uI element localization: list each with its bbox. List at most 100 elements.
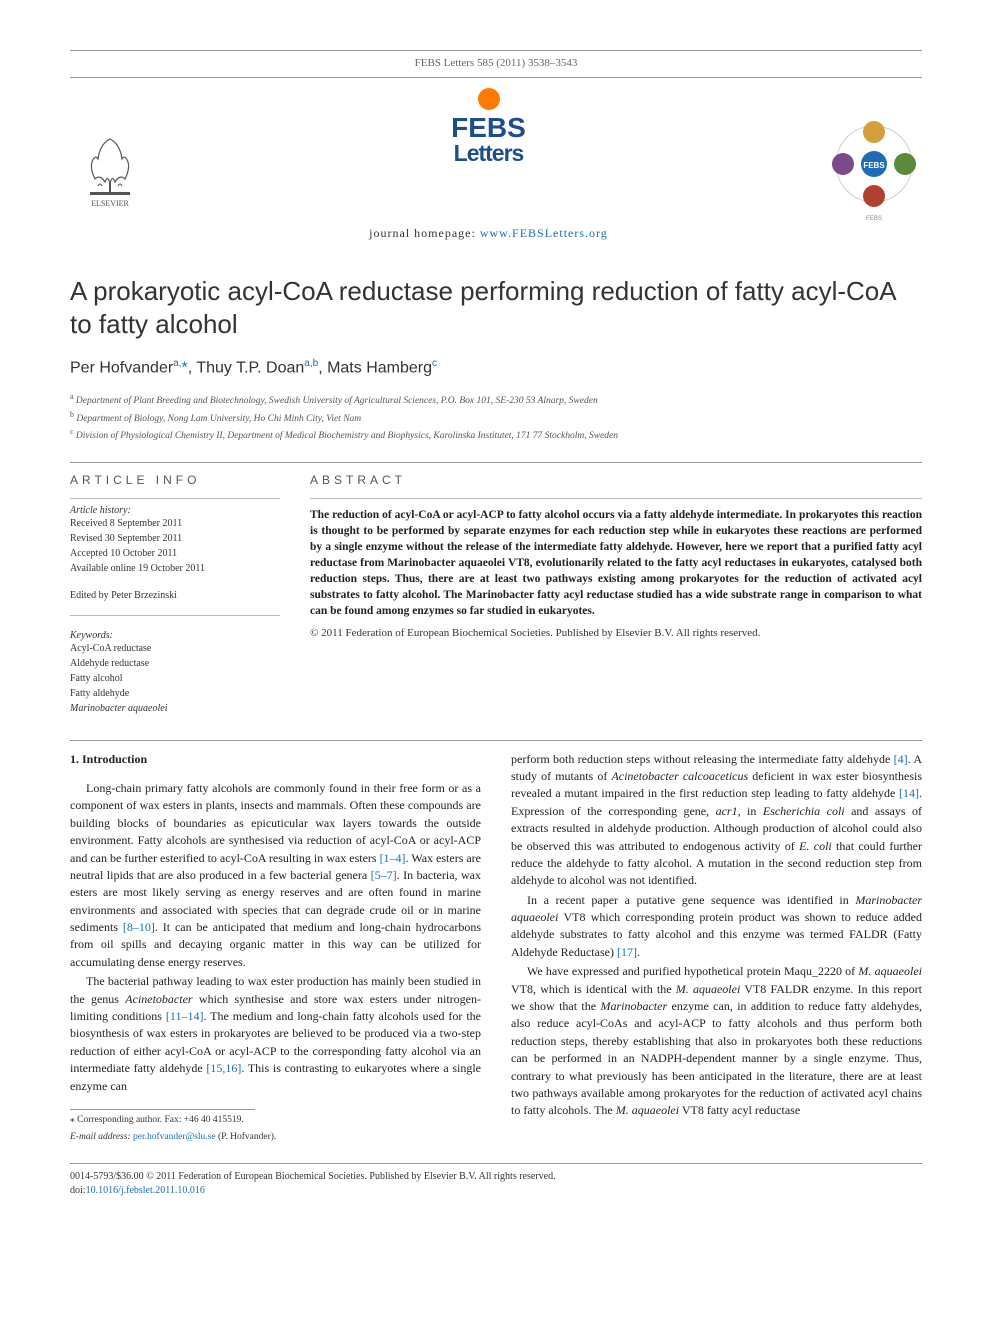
journal-homepage-line: journal homepage: www.FEBSLetters.org	[369, 226, 608, 241]
article-title: A prokaryotic acyl-CoA reductase perform…	[70, 275, 922, 340]
p3-b: VT8 which corresponding protein product …	[511, 910, 922, 959]
febs-letters-logo: FEBS Letters	[434, 96, 544, 216]
history-received: Received 8 September 2011	[70, 516, 280, 531]
author-3-sup: c	[432, 358, 437, 369]
species-marinobacter-2: Marinobacter	[600, 999, 667, 1013]
abstract-copyright: © 2011 Federation of European Biochemica…	[310, 627, 922, 639]
abstract-divider	[310, 498, 922, 499]
abstract-col: ABSTRACT The reduction of acyl-CoA or ac…	[310, 463, 922, 716]
keywords-label: Keywords:	[70, 630, 280, 641]
email-label: E-mail address:	[70, 1132, 131, 1142]
elsevier-small-icon	[478, 88, 500, 110]
doi-label: doi:	[70, 1185, 86, 1196]
homepage-link[interactable]: www.FEBSLetters.org	[480, 226, 608, 240]
ref-4[interactable]: [4]	[894, 752, 908, 766]
affil-b-text: Department of Biology, Nong Lam Universi…	[76, 414, 361, 424]
history-label: Article history:	[70, 505, 280, 516]
species-ecoli: Escherichia coli	[763, 804, 845, 818]
affiliation-b: b Department of Biology, Nong Lam Univer…	[70, 409, 922, 426]
p2r-a: perform both reduction steps without rel…	[511, 752, 894, 766]
ref-8-10[interactable]: [8–10]	[123, 920, 155, 934]
febs-society-logo: FEBS FEBS	[827, 114, 922, 224]
corresponding-asterisk: *	[182, 359, 188, 376]
p4-d: enzyme can, in addition to reduce fatty …	[511, 999, 922, 1117]
species-calcoaceticus: Acinetobacter calcoaceticus	[611, 769, 748, 783]
intro-p2-cont: perform both reduction steps without rel…	[511, 751, 922, 890]
p4-b: VT8, which is identical with the	[511, 982, 676, 996]
email-link[interactable]: per.hofvander@slu.se	[133, 1132, 216, 1142]
affil-b-sup: b	[70, 410, 74, 419]
species-m-aquaeolei-1: M. aquaeolei	[858, 964, 922, 978]
keyword-1: Acyl-CoA reductase	[70, 641, 280, 656]
corresponding-footnote: ⁎ Corresponding author. Fax: +46 40 4155…	[70, 1114, 481, 1127]
affil-c-sup: c	[70, 427, 74, 436]
species-acinetobacter: Acinetobacter	[125, 992, 192, 1006]
footnote-separator	[70, 1109, 255, 1110]
ref-5-7[interactable]: [5–7]	[371, 868, 397, 882]
affiliation-c: c Division of Physiological Chemistry II…	[70, 426, 922, 443]
elsevier-logo: ELSEVIER	[70, 124, 150, 214]
doi-link[interactable]: 10.1016/j.febslet.2011.10.016	[86, 1185, 205, 1196]
ref-17[interactable]: [17]	[617, 945, 637, 959]
editor-line: Edited by Peter Brzezinski	[70, 588, 280, 603]
history-revised: Revised 30 September 2011	[70, 531, 280, 546]
info-abstract-row: ARTICLE INFO Article history: Received 8…	[70, 463, 922, 716]
svg-text:FEBS: FEBS	[866, 216, 882, 222]
febs-center-block: FEBS Letters journal homepage: www.FEBSL…	[150, 96, 827, 241]
author-2-sup: a,b	[304, 358, 318, 369]
page-container: FEBS Letters 585 (2011) 3538–3543 ELSEVI…	[0, 0, 992, 1238]
homepage-label: journal homepage:	[369, 226, 480, 240]
body-col-left: 1. Introduction Long-chain primary fatty…	[70, 751, 481, 1145]
ref-14[interactable]: [14]	[899, 786, 919, 800]
page-footer: 0014-5793/$36.00 © 2011 Federation of Eu…	[70, 1163, 922, 1198]
authors-line: Per Hofvandera,*, Thuy T.P. Doana,b, Mat…	[70, 358, 922, 377]
keywords-block: Keywords: Acyl-CoA reductase Aldehyde re…	[70, 630, 280, 716]
ref-11-14[interactable]: [11–14]	[166, 1009, 204, 1023]
author-3: Mats Hamberg	[327, 359, 432, 376]
author-1: Per Hofvander	[70, 359, 173, 376]
keyword-3: Fatty alcohol	[70, 671, 280, 686]
p4-a: We have expressed and purified hypotheti…	[527, 964, 858, 978]
p4-e: VT8 fatty acyl reductase	[679, 1103, 800, 1117]
intro-p3: In a recent paper a putative gene sequen…	[511, 892, 922, 962]
elsevier-tree-icon: ELSEVIER	[70, 124, 150, 214]
febs-circles-icon: FEBS FEBS	[827, 114, 922, 224]
email-suffix: (P. Hofvander).	[218, 1132, 276, 1142]
history-accepted: Accepted 10 October 2011	[70, 546, 280, 561]
header-citation: FEBS Letters 585 (2011) 3538–3543	[70, 57, 922, 69]
divider-below-info	[70, 740, 922, 741]
email-footnote: E-mail address: per.hofvander@slu.se (P.…	[70, 1131, 481, 1144]
footer-copyright: 0014-5793/$36.00 © 2011 Federation of Eu…	[70, 1170, 922, 1184]
p2r-e: , in	[738, 804, 763, 818]
p3-a: In a recent paper a putative gene sequen…	[527, 893, 855, 907]
keyword-2: Aldehyde reductase	[70, 656, 280, 671]
info-divider-1	[70, 498, 280, 499]
author-1-sup: a,	[173, 358, 181, 369]
keyword-5: Marinobacter aquaeolei	[70, 701, 280, 716]
febs-logo-top-text: FEBS	[451, 114, 526, 142]
gene-acr1: acr1	[716, 804, 738, 818]
svg-text:ELSEVIER: ELSEVIER	[91, 199, 129, 208]
species-ecoli-short: E. coli	[799, 839, 832, 853]
journal-logos-row: ELSEVIER FEBS Letters journal homepage: …	[70, 78, 922, 259]
affil-a-text: Department of Plant Breeding and Biotech…	[76, 396, 598, 406]
info-divider-2	[70, 615, 280, 616]
body-col-right: perform both reduction steps without rel…	[511, 751, 922, 1145]
species-m-aquaeolei-2: M. aquaeolei	[676, 982, 741, 996]
svg-text:FEBS: FEBS	[863, 161, 885, 170]
section-1-heading: 1. Introduction	[70, 751, 481, 768]
article-info-heading: ARTICLE INFO	[70, 463, 280, 495]
keyword-5-species: Marinobacter aquaeolei	[70, 703, 167, 714]
affiliations-block: a Department of Plant Breeding and Biote…	[70, 391, 922, 443]
species-m-aquaeolei-3: M. aquaeolei	[616, 1103, 679, 1117]
affil-c-text: Division of Physiological Chemistry II, …	[76, 431, 618, 441]
ref-1-4[interactable]: [1–4]	[380, 851, 406, 865]
febs-logo-bottom-text: Letters	[454, 142, 524, 165]
intro-p1: Long-chain primary fatty alcohols are co…	[70, 780, 481, 971]
history-online: Available online 19 October 2011	[70, 561, 280, 576]
intro-p2: The bacterial pathway leading to wax est…	[70, 973, 481, 1095]
affiliation-a: a Department of Plant Breeding and Biote…	[70, 391, 922, 408]
ref-15-16[interactable]: [15,16]	[206, 1061, 241, 1075]
article-info-col: ARTICLE INFO Article history: Received 8…	[70, 463, 280, 716]
intro-p4: We have expressed and purified hypotheti…	[511, 963, 922, 1120]
